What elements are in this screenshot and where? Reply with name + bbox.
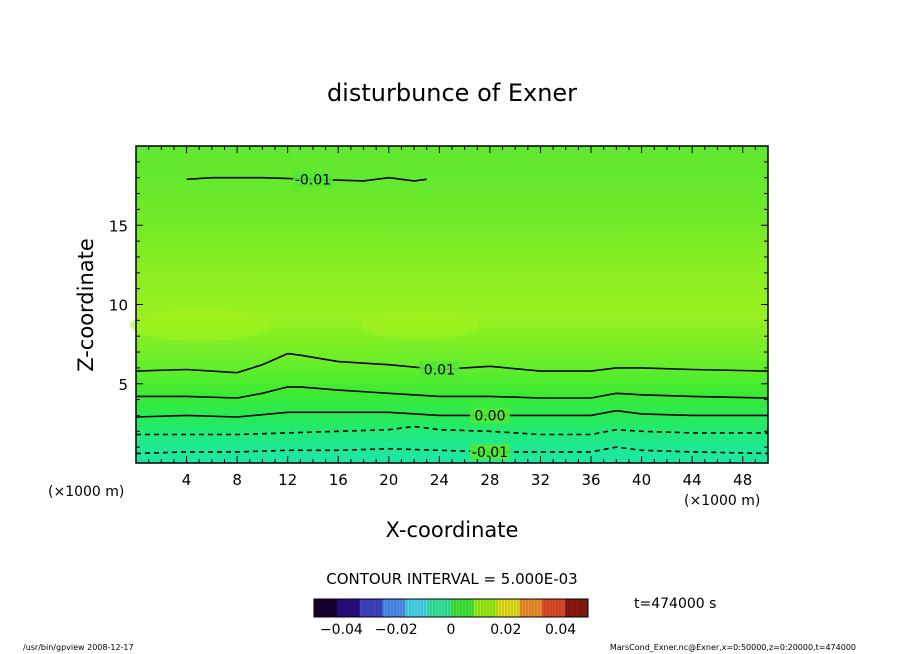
colorbar-swatch: [405, 599, 429, 617]
colorbar-swatch: [382, 599, 406, 617]
y-tick-label: 5: [118, 376, 128, 394]
contour-line: [136, 386, 769, 399]
colorbar-swatch: [565, 599, 589, 617]
x-tick-label: 32: [531, 471, 550, 489]
contour-line: [135, 409, 768, 418]
colorbar-tick-label: −0.02: [375, 622, 418, 638]
x-tick-labels: 4 8 12 16 20 24 28 32 36 40 44 48: [182, 471, 752, 489]
colorbar-swatch: [314, 599, 338, 617]
contour-label-bg: [469, 443, 510, 460]
y-tick-label: 10: [109, 297, 128, 315]
y-axis-label: Z-coordinate: [74, 238, 98, 372]
contour-interval-text: CONTOUR INTERVAL = 5.000E-03: [326, 570, 577, 588]
contour-line: [136, 425, 768, 436]
contour-label: 0.01: [424, 362, 455, 378]
colorbar-swatch: [519, 599, 543, 617]
colorbar-swatch: [473, 599, 498, 617]
x-tick-label: 20: [379, 471, 398, 489]
x-tick-label: 36: [581, 471, 600, 489]
colorbar-swatch: [496, 599, 520, 617]
x-tick-label: 16: [329, 471, 348, 489]
contour-label-bg: [469, 407, 510, 424]
contour-label: 0.00: [474, 408, 505, 424]
axis-ticks: [136, 146, 768, 463]
colorbar-tick-label: 0.02: [490, 622, 521, 638]
x-axis-label: X-coordinate: [386, 518, 519, 542]
contour-label-bg: [292, 171, 333, 188]
colorbar-tick-label: 0.04: [545, 622, 576, 638]
colorbar-swatch: [428, 599, 452, 617]
footer-left: /usr/bin/gpview 2008-12-17: [23, 643, 134, 652]
x-axis-unit-right: (×1000 m): [684, 493, 760, 509]
x-tick-label: 24: [430, 471, 449, 489]
colorbar-tick-labels: −0.04 −0.02 0 0.02 0.04: [320, 622, 576, 638]
x-tick-label: 44: [683, 471, 702, 489]
contour-line: [135, 352, 769, 374]
contour-label-bg: [419, 361, 460, 378]
x-tick-label: 4: [182, 471, 192, 489]
colorbar-swatch: [359, 599, 383, 617]
y-tick-label: 15: [109, 217, 128, 235]
contour-label: -0.01: [295, 172, 331, 188]
colorbar-tick-label: 0: [447, 622, 456, 638]
contour-field: [136, 146, 768, 463]
y-tick-labels: 5 10 15: [109, 217, 128, 394]
colorbar: [314, 599, 589, 617]
time-label: t=474000 s: [634, 596, 716, 612]
contour-label: -0.01: [472, 445, 508, 461]
colorbar-swatch: [451, 599, 475, 617]
x-tick-label: 28: [480, 471, 499, 489]
chart-title: disturbunce of Exner: [327, 79, 577, 107]
colorbar-swatch: [336, 599, 361, 617]
field-highlight: [360, 311, 480, 339]
footer-right: MarsCond_Exner.nc@Exner,x=0:50000,z=0:20…: [610, 643, 856, 652]
contour-line: [135, 446, 769, 455]
x-tick-label: 8: [232, 471, 242, 489]
x-tick-label: 40: [632, 471, 651, 489]
x-axis-unit-left: (×1000 m): [48, 484, 124, 500]
colorbar-frame: [313, 598, 589, 618]
x-tick-label: 12: [278, 471, 297, 489]
x-tick-label: 48: [733, 471, 752, 489]
colorbar-tick-label: −0.04: [320, 622, 363, 638]
field-highlight: [130, 309, 270, 341]
contour-lines: 0.01 0.00 -0.01 -0.01: [135, 171, 769, 461]
colorbar-swatch: [542, 599, 566, 617]
